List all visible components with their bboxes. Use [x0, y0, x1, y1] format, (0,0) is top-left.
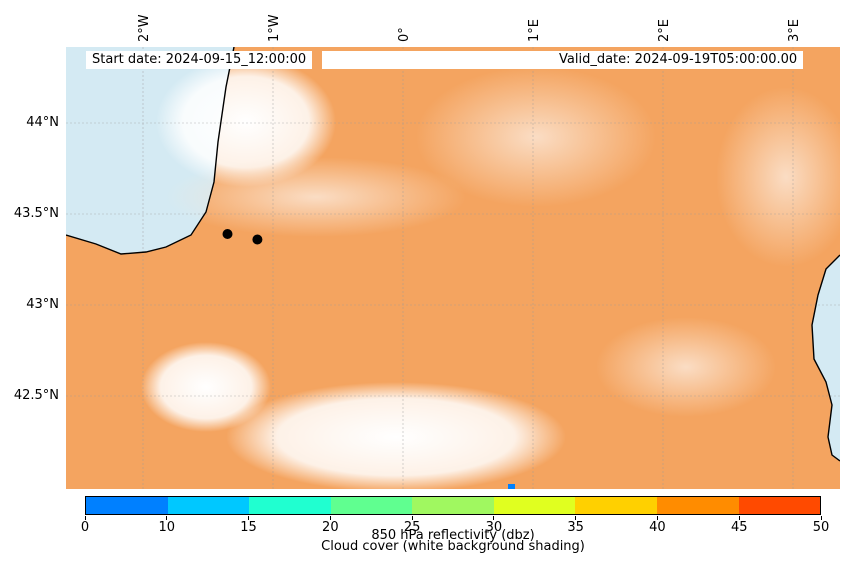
- colorbar-tick: [329, 516, 331, 520]
- colorbar-segment: [167, 497, 250, 514]
- marker-layer: [222, 229, 263, 245]
- graticule: [66, 47, 840, 489]
- colorbar-segment: [738, 497, 821, 514]
- start-date-label: Start date: 2024-09-15_12:00:00: [86, 51, 313, 69]
- colorbar-segment: [249, 497, 331, 514]
- colorbar-tick: [411, 516, 413, 520]
- colorbar-tick-label: 30: [485, 520, 503, 535]
- colorbar-tick: [166, 516, 168, 520]
- colorbar-tick-label: 10: [158, 520, 176, 535]
- colorbar-tick: [738, 516, 740, 520]
- lat-label-44n: 44°N: [26, 115, 59, 130]
- colorbar-segment: [412, 497, 494, 514]
- colorbar-label: 850 hPa reflectivity (dbz): [371, 528, 535, 543]
- colorbar-tick-label: 40: [649, 520, 666, 535]
- reflectivity-cell: [508, 484, 515, 489]
- colorbar: [85, 496, 821, 515]
- colorbar-tick-label: 25: [403, 520, 421, 535]
- clear-patch-2: [166, 157, 466, 237]
- lon-label-1e: 1°E: [527, 19, 542, 42]
- colorbar-segment: [493, 497, 576, 514]
- colorbar-tick-label: 20: [322, 520, 339, 535]
- header-band: [322, 51, 554, 69]
- coastline-west: [66, 47, 235, 255]
- clear-patch-1: [156, 57, 336, 187]
- map-canvas: [66, 47, 840, 489]
- colorbar-tick-label: 35: [567, 520, 584, 535]
- colorbar-tick: [248, 516, 250, 520]
- colorbar-segment: [575, 497, 657, 514]
- coastline-east: [811, 254, 840, 462]
- lon-label-2e: 2°E: [657, 19, 672, 42]
- lon-label-0: 0°: [397, 27, 412, 42]
- lat-label-43n: 43°N: [26, 297, 59, 312]
- clear-patch-7: [596, 317, 776, 417]
- sea-area-east: [812, 255, 840, 461]
- city-marker: [252, 234, 263, 245]
- lon-label-3e: 3°E: [787, 19, 802, 42]
- colorbar-segment: [330, 497, 413, 514]
- clear-patch-5: [416, 67, 656, 207]
- colorbar-tick: [820, 516, 822, 520]
- colorbar-tick-label: 45: [730, 520, 748, 535]
- city-marker: [222, 229, 233, 240]
- colorbar-tick: [656, 516, 658, 520]
- valid-date-label: Valid_date: 2024-09-19T05:00:00.00: [553, 51, 804, 69]
- colorbar-segment: [86, 497, 168, 514]
- colorbar-sublabel: Cloud cover (white background shading): [321, 539, 585, 554]
- colorbar-tick: [575, 516, 577, 520]
- colorbar-tick-label: 50: [812, 520, 830, 535]
- clear-patch-4: [226, 382, 566, 489]
- lon-label-2w: 2°W: [137, 14, 152, 42]
- colorbar-tick: [493, 516, 495, 520]
- clear-patch-3: [141, 342, 271, 432]
- lat-label-42-5n: 42.5°N: [13, 388, 59, 403]
- map-panel: [66, 47, 840, 489]
- lat-label-43-5n: 43.5°N: [13, 206, 59, 221]
- lon-label-1w: 1°W: [267, 14, 282, 42]
- colorbar-tick-label: 0: [80, 520, 90, 535]
- clear-patch-6: [716, 87, 840, 267]
- colorbar-tick: [84, 516, 86, 520]
- colorbar-segment: [656, 497, 739, 514]
- colorbar-tick-label: 15: [240, 520, 257, 535]
